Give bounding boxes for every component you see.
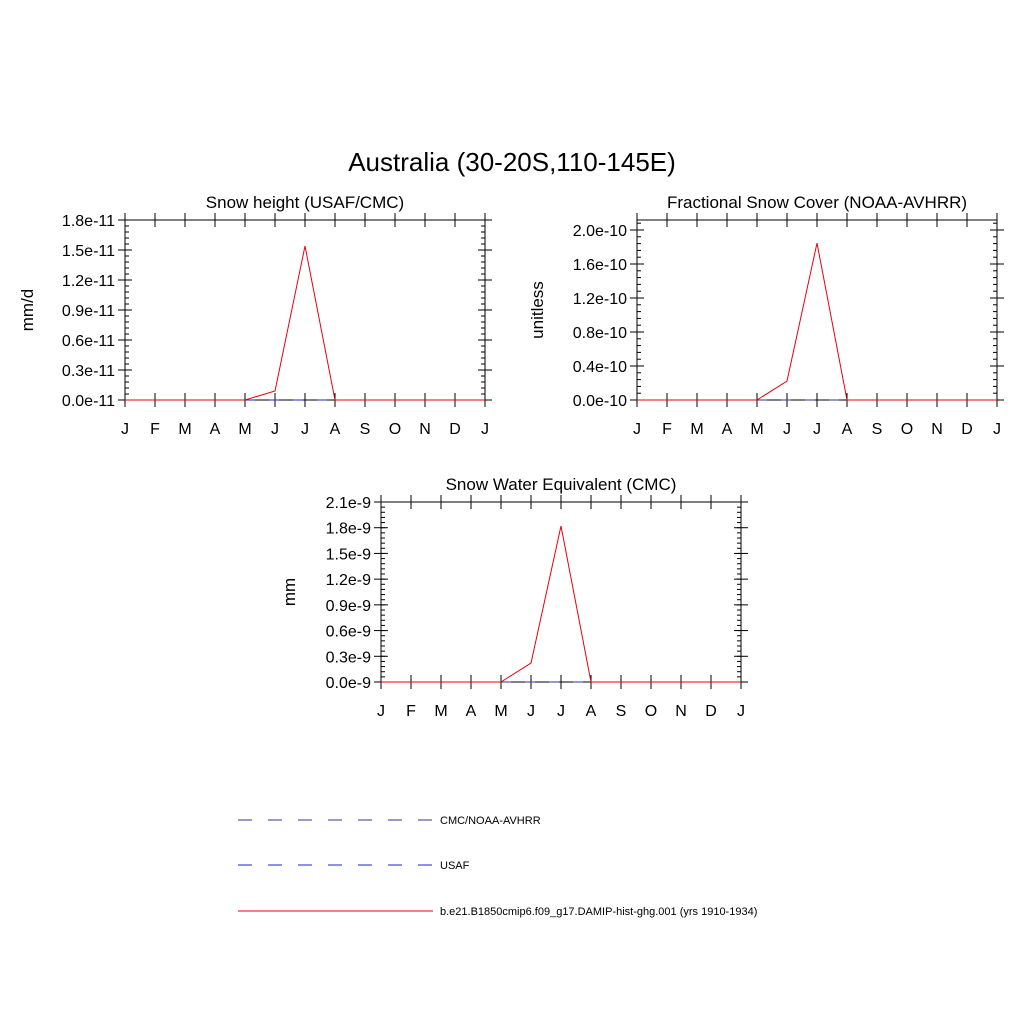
chart-panel-3: Snow Water Equivalent (CMC) 0.0e-9 0.3e-9 0…	[280, 475, 748, 720]
y-tick-label: 0.0e-9	[326, 675, 371, 692]
y-tick-label: 0.9e-11	[62, 303, 115, 320]
plot-frame	[380, 501, 742, 683]
y-tick-label: 1.8e-9	[326, 521, 371, 538]
y-tick-label: 0.9e-9	[326, 598, 371, 615]
x-tick-label: O	[901, 421, 913, 438]
series-line-2	[637, 242, 997, 401]
y-tick-label: 0.0e-10	[573, 393, 627, 410]
x-tick-label: N	[931, 421, 943, 438]
panel-title: Snow Water Equivalent (CMC)	[446, 475, 677, 494]
x-tick-label: J	[737, 703, 745, 720]
y-tick-label: 1.2e-11	[62, 273, 115, 290]
series-line-2	[381, 525, 741, 683]
x-tick-label: S	[616, 703, 627, 720]
x-tick-label: M	[238, 421, 251, 438]
y-tick-label: 2.1e-9	[326, 495, 371, 512]
y-tick-label: 1.5e-11	[62, 243, 115, 260]
x-tick-label: F	[406, 703, 416, 720]
chart-panel-2: Fractional Snow Cover (NOAA-AVHRR) 0.0e-1…	[528, 193, 1004, 438]
y-tick-label: 0.6e-9	[326, 624, 371, 641]
x-tick-label: D	[961, 421, 973, 438]
x-tick-label: F	[662, 421, 672, 438]
y-tick-label: 1.8e-11	[62, 213, 115, 230]
y-tick-label: 2.0e-10	[573, 223, 627, 240]
x-tick-label: J	[813, 421, 821, 438]
x-tick-label: S	[360, 421, 371, 438]
y-tick-label: 1.6e-10	[573, 257, 627, 274]
y-tick-label: 0.6e-11	[62, 333, 115, 350]
x-tick-label: N	[419, 421, 431, 438]
x-tick-label: J	[527, 703, 535, 720]
y-tick-label: 0.3e-11	[62, 363, 115, 380]
y-axis-label: mm	[280, 578, 299, 606]
x-tick-label: A	[330, 421, 341, 438]
x-tick-label: M	[434, 703, 447, 720]
x-tick-label: J	[557, 703, 565, 720]
x-tick-label: J	[121, 421, 129, 438]
x-tick-label: O	[389, 421, 401, 438]
x-tick-label: J	[271, 421, 279, 438]
y-axis-label: unitless	[528, 281, 547, 339]
legend-label-2: USAF	[440, 860, 470, 872]
x-tick-label: J	[481, 421, 489, 438]
y-tick-label: 1.2e-9	[326, 572, 371, 589]
y-tick-label: 0.0e-11	[62, 393, 115, 410]
y-tick-label: 0.8e-10	[573, 325, 627, 342]
x-tick-label: J	[993, 421, 1001, 438]
x-tick-label: F	[150, 421, 160, 438]
x-tick-label: S	[872, 421, 883, 438]
series-line-3	[125, 245, 485, 401]
x-tick-label: A	[722, 421, 733, 438]
x-tick-label: D	[705, 703, 717, 720]
legend: CMC/NOAA-AVHRR USAF b.e21.B1850cmip6.f09_g…	[238, 815, 757, 918]
x-tick-label: M	[494, 703, 507, 720]
x-tick-label: A	[466, 703, 477, 720]
x-tick-label: A	[586, 703, 597, 720]
x-tick-label: N	[675, 703, 687, 720]
panel-title: Snow height (USAF/CMC)	[206, 193, 404, 212]
x-tick-label: M	[690, 421, 703, 438]
x-tick-label: A	[210, 421, 221, 438]
figure-title: Australia (30-20S,110-145E)	[348, 147, 676, 177]
x-tick-label: M	[750, 421, 763, 438]
x-tick-label: M	[178, 421, 191, 438]
x-tick-label: J	[783, 421, 791, 438]
plot-frame	[636, 219, 998, 401]
x-tick-label: J	[301, 421, 309, 438]
y-tick-label: 1.5e-9	[326, 546, 371, 563]
panel-title: Fractional Snow Cover (NOAA-AVHRR)	[667, 193, 967, 212]
y-tick-label: 0.4e-10	[573, 359, 627, 376]
legend-label-1: CMC/NOAA-AVHRR	[440, 815, 541, 827]
x-tick-label: D	[449, 421, 461, 438]
x-tick-label: A	[842, 421, 853, 438]
y-tick-label: 0.3e-9	[326, 649, 371, 666]
x-tick-label: O	[645, 703, 657, 720]
y-tick-label: 1.2e-10	[573, 291, 627, 308]
x-tick-label: J	[377, 703, 385, 720]
y-axis-label: mm/d	[18, 289, 37, 332]
panels: Snow height (USAF/CMC) 0.0e-11 0.3e-11 0.6e…	[18, 193, 1004, 720]
x-tick-label: J	[633, 421, 641, 438]
legend-label-3: b.e21.B1850cmip6.f09_g17.DAMIP-hist-ghg.…	[440, 906, 757, 918]
chart-panel-1: Snow height (USAF/CMC) 0.0e-11 0.3e-11 0.6e…	[18, 193, 492, 438]
